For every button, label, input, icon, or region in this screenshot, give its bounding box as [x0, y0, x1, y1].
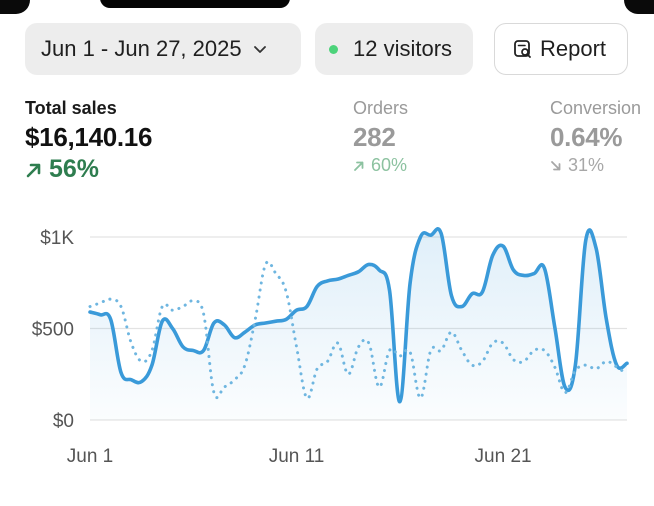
x-tick-label: Jun 11 [269, 446, 325, 467]
metrics-row: Total sales $16,140.16 56% Orders 282 60… [25, 98, 654, 188]
metric-total-sales[interactable]: Total sales $16,140.16 56% [25, 98, 152, 184]
metric-label: Conversion [550, 98, 642, 118]
arrow-up-right-icon [26, 163, 41, 177]
live-status-dot [329, 44, 338, 54]
metric-label: Orders [353, 98, 409, 118]
series-area-fill [90, 228, 627, 420]
date-range-button[interactable]: Jun 1 - Jun 27, 2025 [25, 23, 301, 75]
metric-change-value: 31% [568, 155, 605, 175]
visitors-label: 12 visitors [353, 36, 453, 61]
y-tick-label: $0 [53, 411, 74, 432]
metric-value: $16,140.16 [25, 122, 153, 152]
live-visitors-button[interactable]: 12 visitors [315, 23, 473, 75]
toolbar: Jun 1 - Jun 27, 2025 12 visitors Report [25, 23, 629, 75]
metric-change-value: 56% [49, 155, 100, 183]
metric-label: Total sales [25, 98, 117, 118]
metric-value: 282 [353, 122, 396, 152]
metric-value: 0.64% [550, 122, 623, 152]
report-button[interactable]: Report [494, 23, 628, 75]
report-search-icon [514, 40, 531, 58]
device-notch [100, 0, 290, 8]
chevron-down-icon [253, 46, 266, 53]
metric-conversion[interactable]: Conversion 0.64% 31% [550, 98, 641, 176]
arrow-up-right-icon [354, 161, 364, 171]
report-label: Report [540, 36, 607, 61]
series-line-current [88, 227, 629, 404]
metric-change: 60% [353, 155, 408, 176]
x-tick-label: Jun 1 [67, 446, 113, 467]
metric-change: 56% [25, 155, 152, 184]
device-frame-left [0, 0, 30, 14]
metric-change: 31% [550, 155, 641, 176]
metric-change-value: 60% [371, 155, 408, 175]
series-line-comparison [88, 260, 629, 400]
date-range-label: Jun 1 - Jun 27, 2025 [41, 36, 242, 61]
sales-line-chart[interactable]: $0 $500 $1K Jun 1 Jun 11 Jun 21 [0, 210, 654, 506]
y-tick-label: $1K [40, 228, 74, 249]
y-tick-label: $500 [32, 320, 74, 341]
device-frame-right [624, 0, 654, 14]
x-tick-label: Jun 21 [475, 446, 532, 467]
metric-orders[interactable]: Orders 282 60% [353, 98, 408, 176]
arrow-down-right-icon [551, 160, 561, 170]
